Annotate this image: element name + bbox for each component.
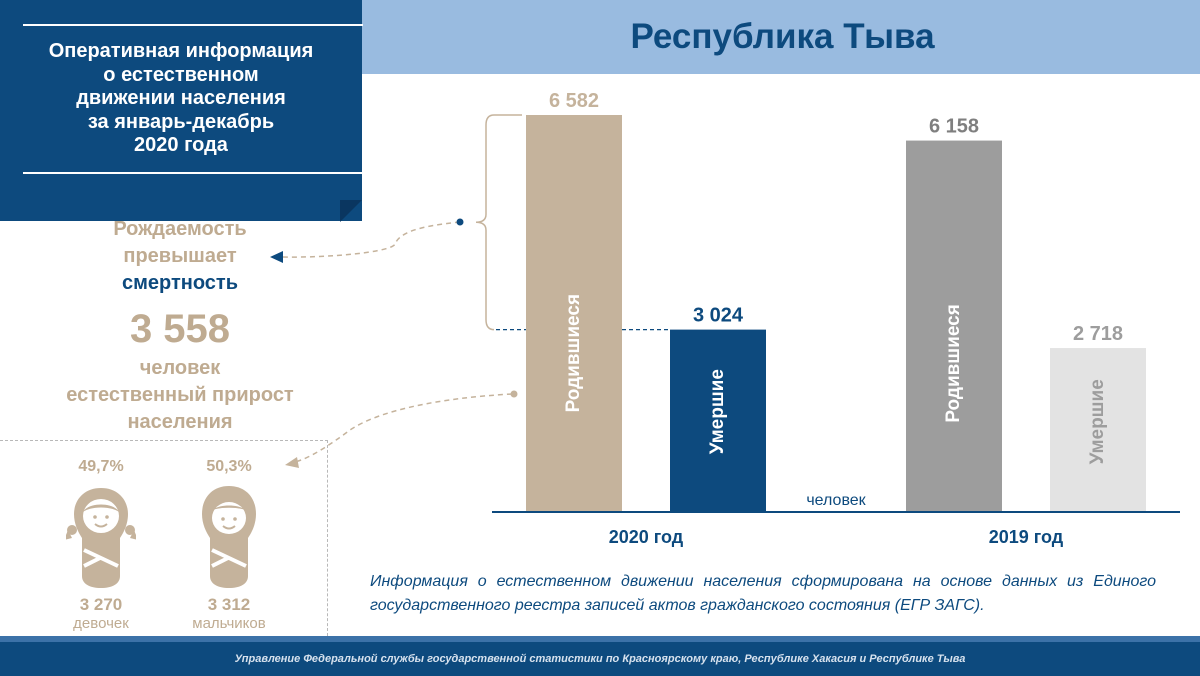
boys-block: 50,3% 3 312 мальчиков [174,458,284,632]
bar-births-0 [526,115,622,512]
footer: Управление Федеральной службы государств… [0,636,1200,676]
connector-dot [510,390,518,398]
gender-box [0,440,328,636]
growth-value: 3 558 [129,307,231,351]
callout-line-2: превышает [123,245,237,267]
boys-label: мальчиков [192,615,266,632]
info-note: Информация о естественном движении насел… [370,573,1156,614]
callout-line-1: Рождаемость [113,218,247,240]
growth-line-1: человек [139,357,221,379]
unit-label: человек [806,492,866,509]
series-label: Умершие [707,369,728,454]
girls-label: девочек [73,615,129,632]
growth-line-3: населения [127,411,233,433]
arrow-icon [270,251,283,263]
panel-title-line: 2020 года [134,134,228,156]
group-label-2020: 2020 год [609,527,684,547]
panel-divider-bottom [23,172,363,174]
series-label: Умершие [1087,379,1108,464]
value-label: 2 718 [1073,323,1123,345]
baby-girl-icon [64,488,138,588]
panel-title-line: о естественном [103,63,259,86]
growth-line-2: естественный прирост [66,384,294,406]
boys-count: 3 312 [207,595,251,614]
gender-connector [294,393,513,463]
bar-births-1 [906,140,1002,513]
callout-connector [279,221,461,258]
panel-title-line: движении населения [76,87,286,109]
info-panel [0,0,362,221]
bar-deaths-0 [670,329,766,512]
baby-boy-icon [202,486,256,588]
group-label-2019: 2019 год [989,527,1064,547]
panel-title-line: за январь-декабрь [87,110,275,133]
girls-count: 3 270 [79,595,123,614]
panel-title-line: Оперативная информация [48,40,314,62]
callout-line-3: смертность [121,272,239,294]
value-label: 6 158 [929,116,979,138]
value-label: 6 582 [549,90,599,112]
connector-dot [456,218,464,226]
panel-fold [340,200,362,222]
girls-block: 49,7% 3 270 девочек [46,458,156,632]
birth-death-chart: 6 582 Родившиеся 3 024 Умершие 6 158 Родившие… [270,90,1180,547]
series-label: Родившиеся [943,304,964,422]
difference-bracket [475,114,522,331]
boys-percent: 50,3% [206,458,252,475]
panel-title: Оперативная информация о естественном дв… [0,40,362,158]
arrow-icon [285,457,299,468]
panel-divider-top [23,24,363,26]
series-label: Родившиеся [563,294,584,412]
bar-deaths-1 [1050,348,1146,512]
value-label: 3 024 [693,305,744,327]
page-title: Республика Тыва [630,17,935,56]
girls-percent: 49,7% [78,458,124,475]
